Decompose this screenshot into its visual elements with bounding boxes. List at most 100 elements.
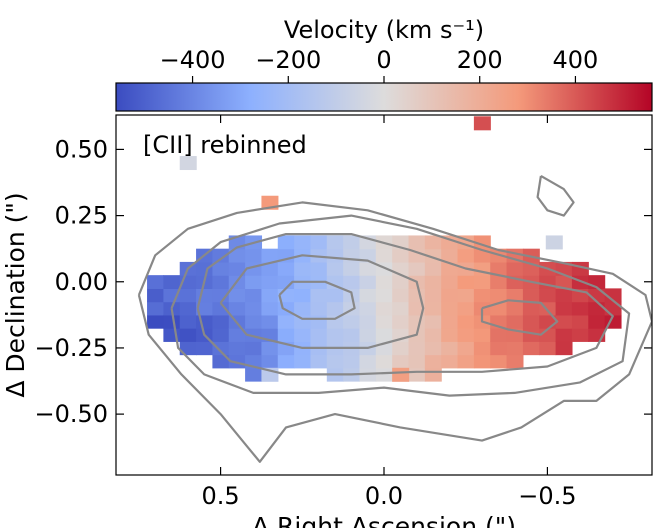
colorbar-tick-label: 200 — [457, 46, 503, 74]
velocity-pixel — [326, 354, 344, 369]
velocity-pixel — [571, 314, 589, 329]
velocity-pixel — [522, 288, 540, 303]
velocity-pixel — [245, 248, 263, 263]
velocity-pixel — [294, 235, 312, 250]
x-tick-label: 0.0 — [365, 482, 403, 510]
velocity-pixel — [228, 248, 246, 263]
velocity-pixel — [441, 314, 459, 329]
velocity-pixel — [212, 275, 230, 289]
velocity-pixel — [310, 328, 328, 342]
velocity-pixel — [490, 261, 508, 276]
velocity-pixel — [245, 341, 263, 356]
flux-contour-7 — [536, 174, 575, 217]
velocity-pixel — [604, 288, 622, 303]
velocity-pixel — [375, 275, 393, 289]
x-axis-label: Δ Right Ascension (") — [252, 512, 516, 528]
velocity-pixel — [424, 354, 442, 369]
velocity-pixel — [359, 328, 377, 342]
velocity-pixel — [408, 341, 426, 356]
velocity-pixel — [228, 341, 246, 356]
velocity-pixel — [392, 301, 410, 316]
velocity-pixel — [212, 314, 230, 329]
velocity-pixel — [212, 248, 230, 263]
velocity-pixel — [408, 235, 426, 250]
velocity-pixel — [294, 288, 312, 303]
velocity-pixel — [392, 367, 410, 382]
velocity-pixel — [375, 328, 393, 342]
colorbar-gradient — [115, 82, 653, 112]
velocity-pixel — [163, 314, 181, 329]
flux-contour-1 — [137, 201, 652, 463]
y-tick-label: −0.25 — [34, 334, 108, 362]
velocity-pixel — [261, 301, 279, 316]
velocity-pixel — [261, 314, 279, 329]
velocity-pixel — [310, 301, 328, 316]
velocity-pixel — [490, 328, 508, 342]
velocity-pixel — [392, 354, 410, 369]
y-tick-label: 0.50 — [55, 135, 108, 163]
plot-area: 0.5 0.0 −0.5 0.50 0.25 0.00 −0.25 −0.50 [CII] r… — [1, 114, 653, 528]
velocity-pixel — [457, 301, 475, 316]
map-title: [CII] rebinned — [143, 131, 307, 159]
velocity-pixel — [147, 301, 164, 316]
velocity-pixel — [147, 314, 164, 329]
velocity-pixel — [441, 341, 459, 356]
velocity-pixel — [343, 354, 361, 369]
velocity-pixel — [424, 261, 442, 276]
velocity-pixel — [261, 261, 279, 276]
velocity-pixel — [506, 261, 524, 276]
velocity-pixel — [179, 341, 197, 356]
velocity-pixel — [245, 288, 263, 303]
velocity-pixel — [326, 235, 344, 250]
velocity-pixel — [343, 235, 361, 250]
velocity-pixel — [359, 261, 377, 276]
velocity-pixel — [294, 301, 312, 316]
colorbar-tick-label: 400 — [553, 46, 599, 74]
velocity-pixel — [441, 288, 459, 303]
velocity-pixel — [473, 116, 491, 131]
velocity-pixel — [343, 314, 361, 329]
velocity-pixel — [555, 314, 573, 329]
velocity-pixel — [522, 314, 540, 329]
velocity-pixel — [179, 328, 197, 342]
velocity-pixel — [277, 235, 295, 250]
velocity-pixel — [473, 275, 491, 289]
velocity-pixel — [555, 288, 573, 303]
velocity-pixel — [545, 235, 563, 250]
velocity-pixel — [441, 248, 459, 263]
velocity-pixel — [506, 301, 524, 316]
velocity-pixel — [408, 261, 426, 276]
flux-contour-3 — [196, 233, 614, 376]
velocity-pixel — [261, 248, 279, 263]
velocity-pixel — [490, 288, 508, 303]
velocity-pixel — [375, 314, 393, 329]
velocity-pixel — [359, 314, 377, 329]
velocity-pixel — [473, 341, 491, 356]
velocity-pixel — [555, 341, 573, 356]
velocity-pixel — [424, 301, 442, 316]
velocity-pixel — [359, 301, 377, 316]
y-tick-label: −0.50 — [34, 400, 108, 428]
velocity-pixel — [212, 301, 230, 316]
velocity-pixel — [539, 288, 557, 303]
x-tick-label: 0.5 — [201, 482, 239, 510]
velocity-pixel — [441, 301, 459, 316]
velocity-pixel — [179, 156, 197, 171]
velocity-pixel — [571, 328, 589, 342]
velocity-pixel — [277, 328, 295, 342]
velocity-pixel — [326, 248, 344, 263]
velocity-pixel — [261, 288, 279, 303]
x-tick-label: −0.5 — [518, 482, 576, 510]
velocity-pixel — [359, 354, 377, 369]
velocity-pixel — [228, 328, 246, 342]
velocity-pixel — [457, 341, 475, 356]
colorbar-tick-label: −200 — [255, 46, 321, 74]
velocity-pixel — [424, 235, 442, 250]
velocity-pixel — [294, 328, 312, 342]
velocity-pixel — [375, 301, 393, 316]
velocity-pixel — [522, 301, 540, 316]
velocity-pixel — [441, 328, 459, 342]
velocity-pixel — [375, 354, 393, 369]
velocity-pixel — [473, 328, 491, 342]
velocity-pixel — [326, 301, 344, 316]
